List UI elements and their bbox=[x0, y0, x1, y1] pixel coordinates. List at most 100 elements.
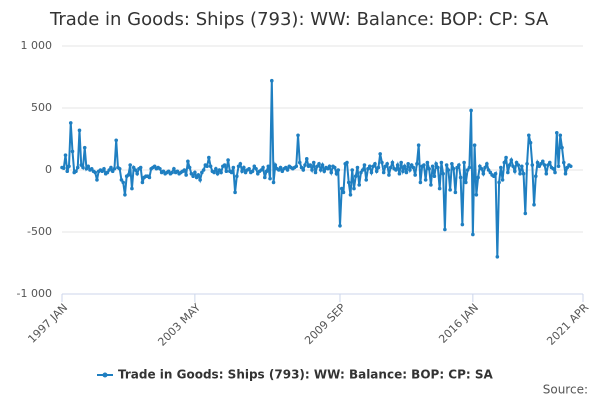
data-point bbox=[285, 168, 290, 172]
data-point bbox=[472, 143, 477, 147]
data-point bbox=[224, 169, 229, 174]
data-point bbox=[380, 160, 384, 165]
data-point bbox=[172, 166, 176, 171]
data-point bbox=[268, 176, 272, 181]
data-point bbox=[182, 168, 187, 172]
data-point bbox=[240, 169, 244, 174]
data-point bbox=[513, 169, 517, 174]
data-point bbox=[317, 162, 321, 166]
data-point bbox=[423, 178, 428, 182]
data-point bbox=[311, 160, 316, 165]
data-point bbox=[551, 166, 556, 171]
data-point bbox=[334, 171, 339, 176]
data-point bbox=[568, 164, 573, 169]
data-point bbox=[147, 175, 152, 180]
data-point bbox=[507, 163, 512, 167]
data-point bbox=[483, 165, 487, 170]
data-point bbox=[135, 171, 139, 176]
data-point bbox=[364, 178, 369, 182]
data-point bbox=[345, 160, 349, 165]
data-point bbox=[525, 162, 529, 166]
data-point bbox=[332, 165, 337, 170]
data-point bbox=[493, 171, 498, 176]
data-point bbox=[133, 168, 138, 172]
data-point bbox=[117, 166, 122, 171]
data-point bbox=[350, 168, 355, 172]
data-point bbox=[406, 162, 410, 166]
data-point bbox=[540, 159, 545, 164]
data-point bbox=[451, 166, 456, 171]
data-point bbox=[215, 171, 220, 176]
data-point bbox=[404, 170, 409, 175]
data-point bbox=[250, 169, 255, 174]
y-tick-label: -500 bbox=[27, 225, 52, 238]
y-tick-label: -1 000 bbox=[17, 287, 52, 300]
data-point bbox=[222, 163, 227, 167]
data-point bbox=[506, 170, 510, 175]
data-point bbox=[523, 211, 528, 216]
data-point bbox=[376, 165, 381, 170]
data-point bbox=[430, 164, 435, 169]
data-point bbox=[374, 169, 379, 174]
data-point bbox=[198, 178, 202, 182]
data-point bbox=[481, 171, 486, 176]
data-point bbox=[500, 178, 505, 182]
data-point bbox=[338, 224, 342, 228]
data-point bbox=[390, 160, 395, 165]
data-point bbox=[553, 170, 557, 175]
data-point bbox=[74, 169, 78, 174]
data-point bbox=[63, 153, 68, 157]
data-point bbox=[471, 232, 475, 237]
data-point bbox=[381, 170, 386, 175]
y-tick-label: 1 000 bbox=[21, 39, 53, 52]
data-point bbox=[186, 159, 190, 164]
data-point bbox=[360, 168, 365, 172]
data-point bbox=[233, 190, 237, 195]
data-point bbox=[416, 143, 421, 147]
data-point bbox=[453, 190, 458, 195]
data-point bbox=[479, 166, 484, 171]
data-point bbox=[535, 160, 540, 165]
data-point bbox=[530, 163, 535, 167]
data-point bbox=[394, 168, 398, 172]
data-point bbox=[297, 160, 302, 165]
data-point bbox=[518, 171, 522, 176]
data-point bbox=[395, 163, 400, 167]
chart-title: Trade in Goods: Ships (793): WW: Balance… bbox=[49, 9, 549, 30]
data-point bbox=[238, 162, 243, 166]
x-tick-label: 2009 SEP bbox=[302, 301, 348, 347]
data-point bbox=[544, 171, 549, 176]
data-point bbox=[339, 186, 344, 191]
data-point bbox=[556, 164, 561, 169]
data-point bbox=[187, 165, 192, 170]
data-point bbox=[434, 162, 438, 166]
data-point bbox=[373, 162, 377, 166]
data-point bbox=[422, 163, 426, 167]
data-point bbox=[367, 164, 372, 169]
data-point bbox=[102, 166, 106, 171]
data-point bbox=[304, 157, 309, 161]
data-point bbox=[429, 183, 433, 187]
data-point bbox=[208, 164, 213, 169]
data-point bbox=[385, 162, 389, 166]
data-point bbox=[327, 164, 332, 169]
data-point bbox=[441, 171, 445, 176]
data-point bbox=[497, 180, 501, 185]
data-point bbox=[193, 170, 197, 175]
data-point bbox=[109, 165, 113, 170]
data-point bbox=[121, 180, 125, 185]
data-point bbox=[444, 163, 449, 167]
x-tick-label: 2016 JAN bbox=[436, 301, 481, 346]
data-point bbox=[214, 166, 218, 171]
data-point bbox=[86, 164, 91, 169]
data-point bbox=[432, 174, 437, 178]
source: Source: bbox=[543, 383, 588, 397]
data-point bbox=[329, 170, 334, 175]
data-point bbox=[357, 183, 362, 187]
data-point bbox=[128, 163, 132, 167]
data-point bbox=[439, 160, 444, 165]
data-point bbox=[418, 180, 423, 185]
data-point bbox=[254, 166, 258, 171]
data-point bbox=[93, 170, 98, 175]
